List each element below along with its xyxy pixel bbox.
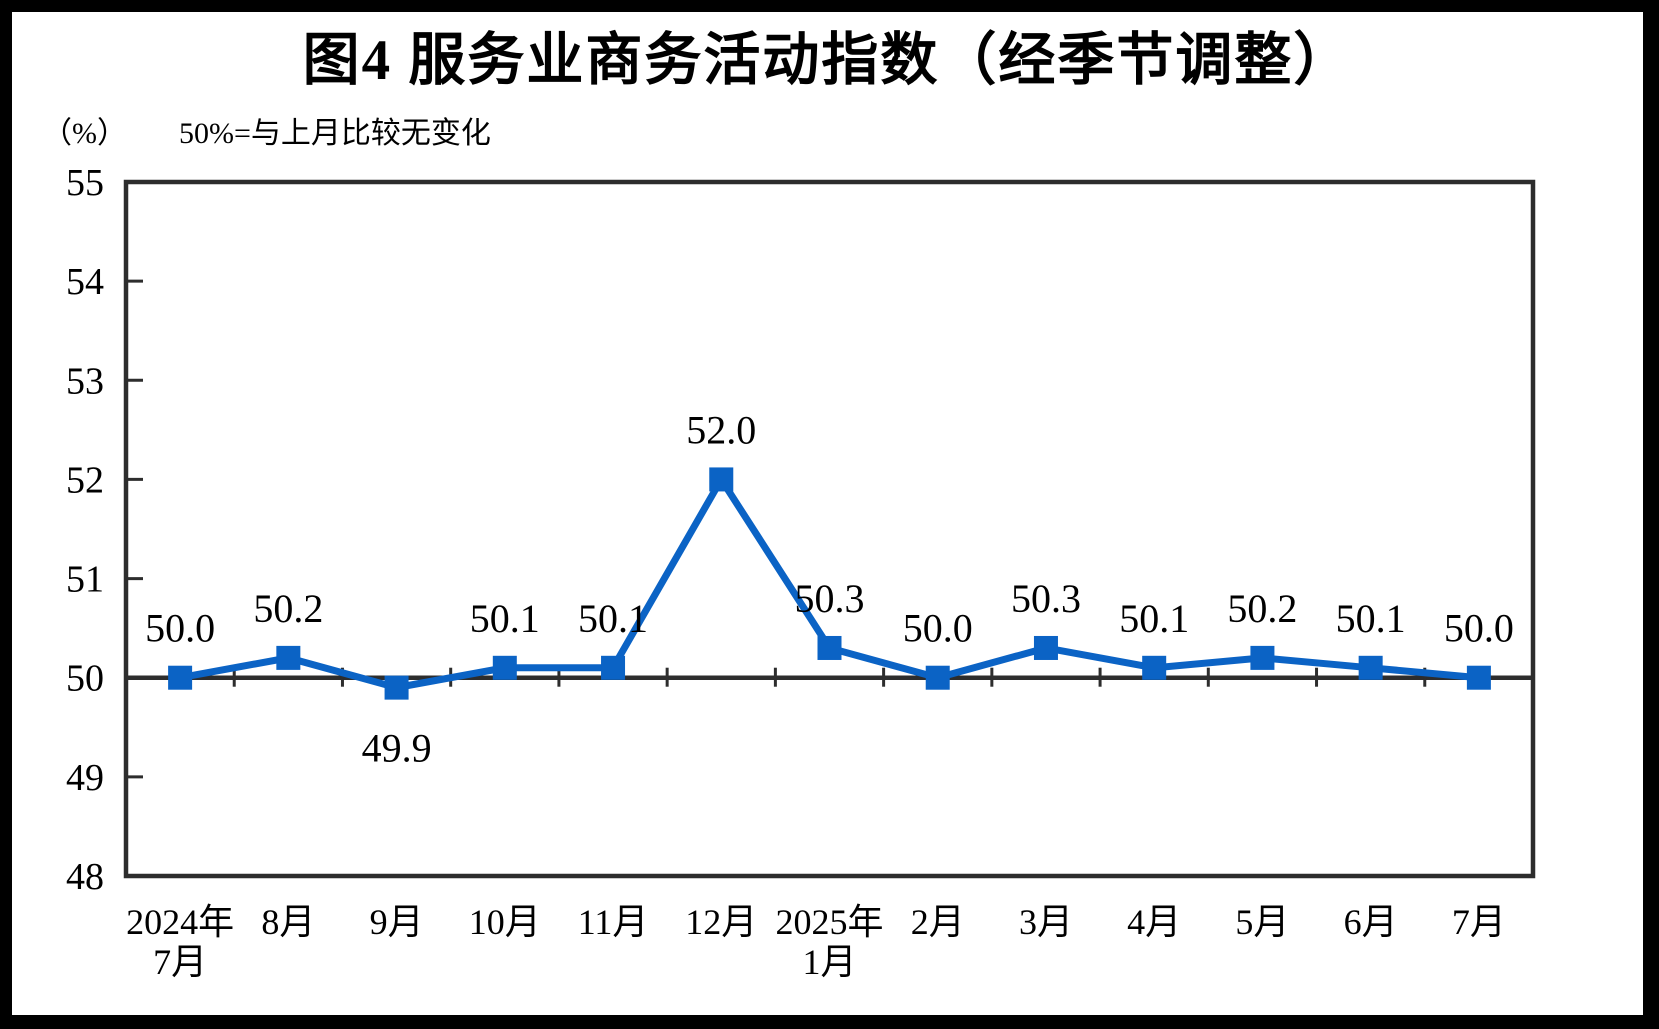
y-axis-label: 55: [66, 162, 104, 204]
data-point-marker: [384, 675, 409, 700]
figure-canvas: 图4 服务业商务活动指数（经季节调整） （%） 50%=与上月比较无变化 48 4…: [12, 12, 1643, 1015]
data-point-label: 50.0: [1444, 605, 1514, 650]
x-axis-label: 7月: [1452, 902, 1506, 942]
x-axis-label: 4月: [1127, 902, 1181, 942]
data-point-label: 50.3: [795, 576, 865, 621]
y-axis-label: 49: [66, 756, 104, 798]
y-axis-label: 48: [66, 856, 104, 898]
data-point-label: 50.1: [1119, 595, 1189, 640]
y-axis-label: 52: [66, 459, 104, 501]
data-point-marker: [168, 665, 193, 690]
x-axis-label: 11月: [578, 902, 649, 942]
x-axis-label: 3月: [1019, 902, 1073, 942]
baseline-note-label: 50%=与上月比较无变化: [179, 116, 491, 150]
data-point-marker: [1250, 645, 1275, 670]
y-axis-label: 54: [66, 261, 104, 303]
y-axis-label: 50: [66, 657, 104, 699]
x-axis-label: 2月: [911, 902, 965, 942]
data-point-marker: [709, 466, 734, 491]
data-point-marker: [817, 635, 842, 660]
data-point-label: 50.3: [1011, 576, 1081, 621]
data-point-marker: [1142, 655, 1167, 680]
y-axis-label: 51: [66, 558, 104, 600]
chart-title: 图4 服务业商务活动指数（经季节调整）: [302, 29, 1353, 92]
data-point-label: 49.9: [362, 725, 432, 770]
x-axis-label: 10月: [469, 902, 541, 942]
data-point-label: 50.1: [578, 595, 648, 640]
x-axis-label: 2024年 7月: [126, 902, 234, 982]
chart-subtitle-row: （%） 50%=与上月比较无变化: [42, 108, 1643, 152]
x-axis-label: 5月: [1235, 902, 1289, 942]
data-point-marker: [1033, 635, 1058, 660]
data-point-label: 52.0: [686, 407, 756, 452]
line-chart: 48 49 50 51 52 53 54 55 50.0 50.2 49.9 50.1 50.1 52.0…: [66, 162, 1536, 982]
y-axis-label: 53: [66, 360, 104, 402]
x-axis-label: 9月: [370, 902, 424, 942]
x-axis-label: 6月: [1344, 902, 1398, 942]
data-point-label: 50.1: [1336, 595, 1406, 640]
x-axis-label: 12月: [685, 902, 757, 942]
data-point-marker: [925, 665, 950, 690]
data-point-marker: [1466, 665, 1491, 690]
data-point-marker: [276, 645, 301, 670]
data-point-marker: [492, 655, 517, 680]
data-point-label: 50.0: [145, 605, 215, 650]
data-point-label: 50.0: [903, 605, 973, 650]
y-axis-unit-label: （%）: [42, 116, 127, 150]
data-point-label: 50.2: [1227, 585, 1297, 630]
plot-border: [123, 179, 1536, 878]
data-point-label: 50.2: [253, 585, 323, 630]
x-axis-label: 2025年 1月: [775, 902, 883, 982]
data-point-marker: [601, 655, 626, 680]
x-axis-label: 8月: [261, 902, 315, 942]
data-point-marker: [1358, 655, 1383, 680]
data-point-label: 50.1: [470, 595, 540, 640]
